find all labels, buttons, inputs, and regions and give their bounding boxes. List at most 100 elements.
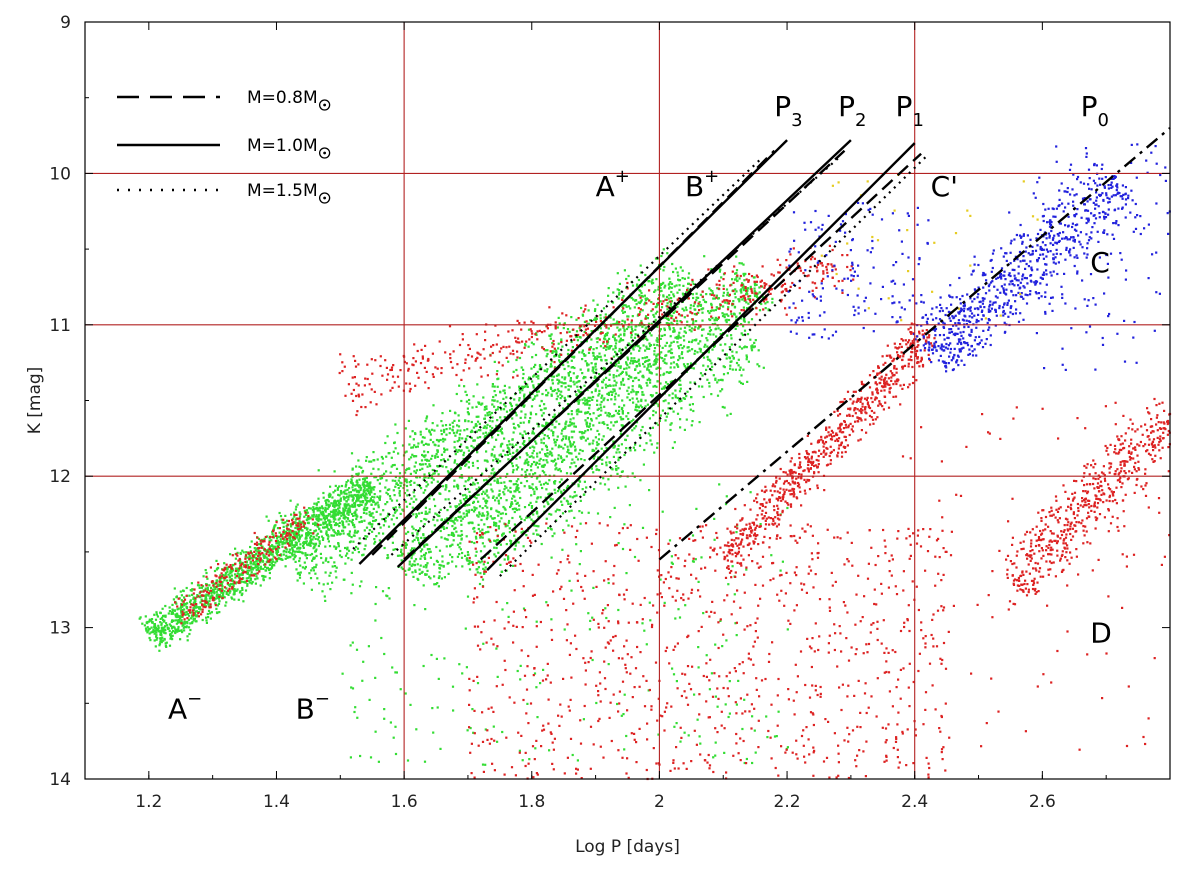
data-point [560,445,563,448]
data-point [465,513,468,516]
data-point [648,280,651,283]
data-point [625,286,628,289]
data-point [422,565,425,568]
data-point [645,337,648,340]
data-point [354,510,357,513]
data-point [471,430,474,433]
data-point [557,388,560,391]
data-point [609,361,612,364]
data-point [606,331,609,334]
data-point [195,614,198,618]
data-point [637,371,640,375]
data-point [392,489,395,492]
data-point [419,564,422,567]
data-point [558,422,561,426]
data-point [374,540,377,543]
data-point [298,576,302,579]
data-point [585,421,589,424]
data-point [323,514,326,517]
data-point [500,427,503,430]
data-point [558,354,561,357]
data-point [486,423,489,426]
data-point [456,505,459,508]
data-point [490,454,493,457]
data-point [259,565,262,568]
data-point [491,490,494,493]
data-point [670,306,673,309]
data-point [663,286,666,289]
data-point [628,398,631,402]
data-point [643,365,646,368]
data-point [355,490,359,493]
data-point [666,383,669,386]
data-point [300,534,303,537]
data-point [618,409,621,412]
data-point [656,366,659,369]
data-point [437,576,440,580]
data-point [351,486,354,489]
data-point [293,511,296,514]
data-point [495,496,498,499]
data-point [662,400,665,403]
data-point [672,361,675,364]
data-point [153,625,156,628]
data-point [467,420,470,423]
data-point [458,511,461,514]
data-point [560,478,563,481]
data-point [518,399,521,402]
data-point [468,402,471,405]
data-point [289,544,292,547]
data-point [538,364,542,367]
data-point [417,442,420,445]
data-point [338,494,341,497]
data-point [660,357,664,360]
data-point [633,336,637,339]
data-point [277,557,280,560]
data-point [528,486,531,489]
data-point [524,413,527,416]
data-point [433,524,436,527]
data-point [605,386,608,389]
data-point [276,537,279,540]
data-point [612,388,615,391]
data-point [603,316,606,319]
data-point [740,291,743,294]
data-point [419,527,422,530]
data-point [678,336,681,339]
data-point [232,579,235,582]
data-point [735,361,739,365]
data-point [640,387,643,390]
data-point [404,471,407,474]
data-point [450,517,453,520]
data-point [464,493,467,497]
data-point [225,587,228,590]
data-point [191,615,194,618]
data-point [519,515,522,518]
data-point [714,322,717,325]
data-point [178,629,181,632]
data-point [159,631,163,634]
data-point [219,574,222,577]
data-point [382,524,385,527]
data-point [590,417,593,421]
data-point [505,499,508,502]
data-point [420,520,423,523]
data-point [635,403,638,406]
data-point [702,328,705,331]
data-point [147,629,150,632]
data-point [310,588,313,591]
data-point [615,381,618,384]
data-point [560,491,563,494]
data-point [446,517,449,520]
data-point [513,398,516,401]
data-point [537,525,540,528]
data-point [523,519,526,522]
data-point [425,518,428,521]
data-point [499,445,502,448]
data-point [372,507,375,510]
data-point [425,485,428,488]
data-point [680,407,683,410]
data-point [563,497,566,500]
data-point [697,342,700,345]
data-point [306,517,309,520]
